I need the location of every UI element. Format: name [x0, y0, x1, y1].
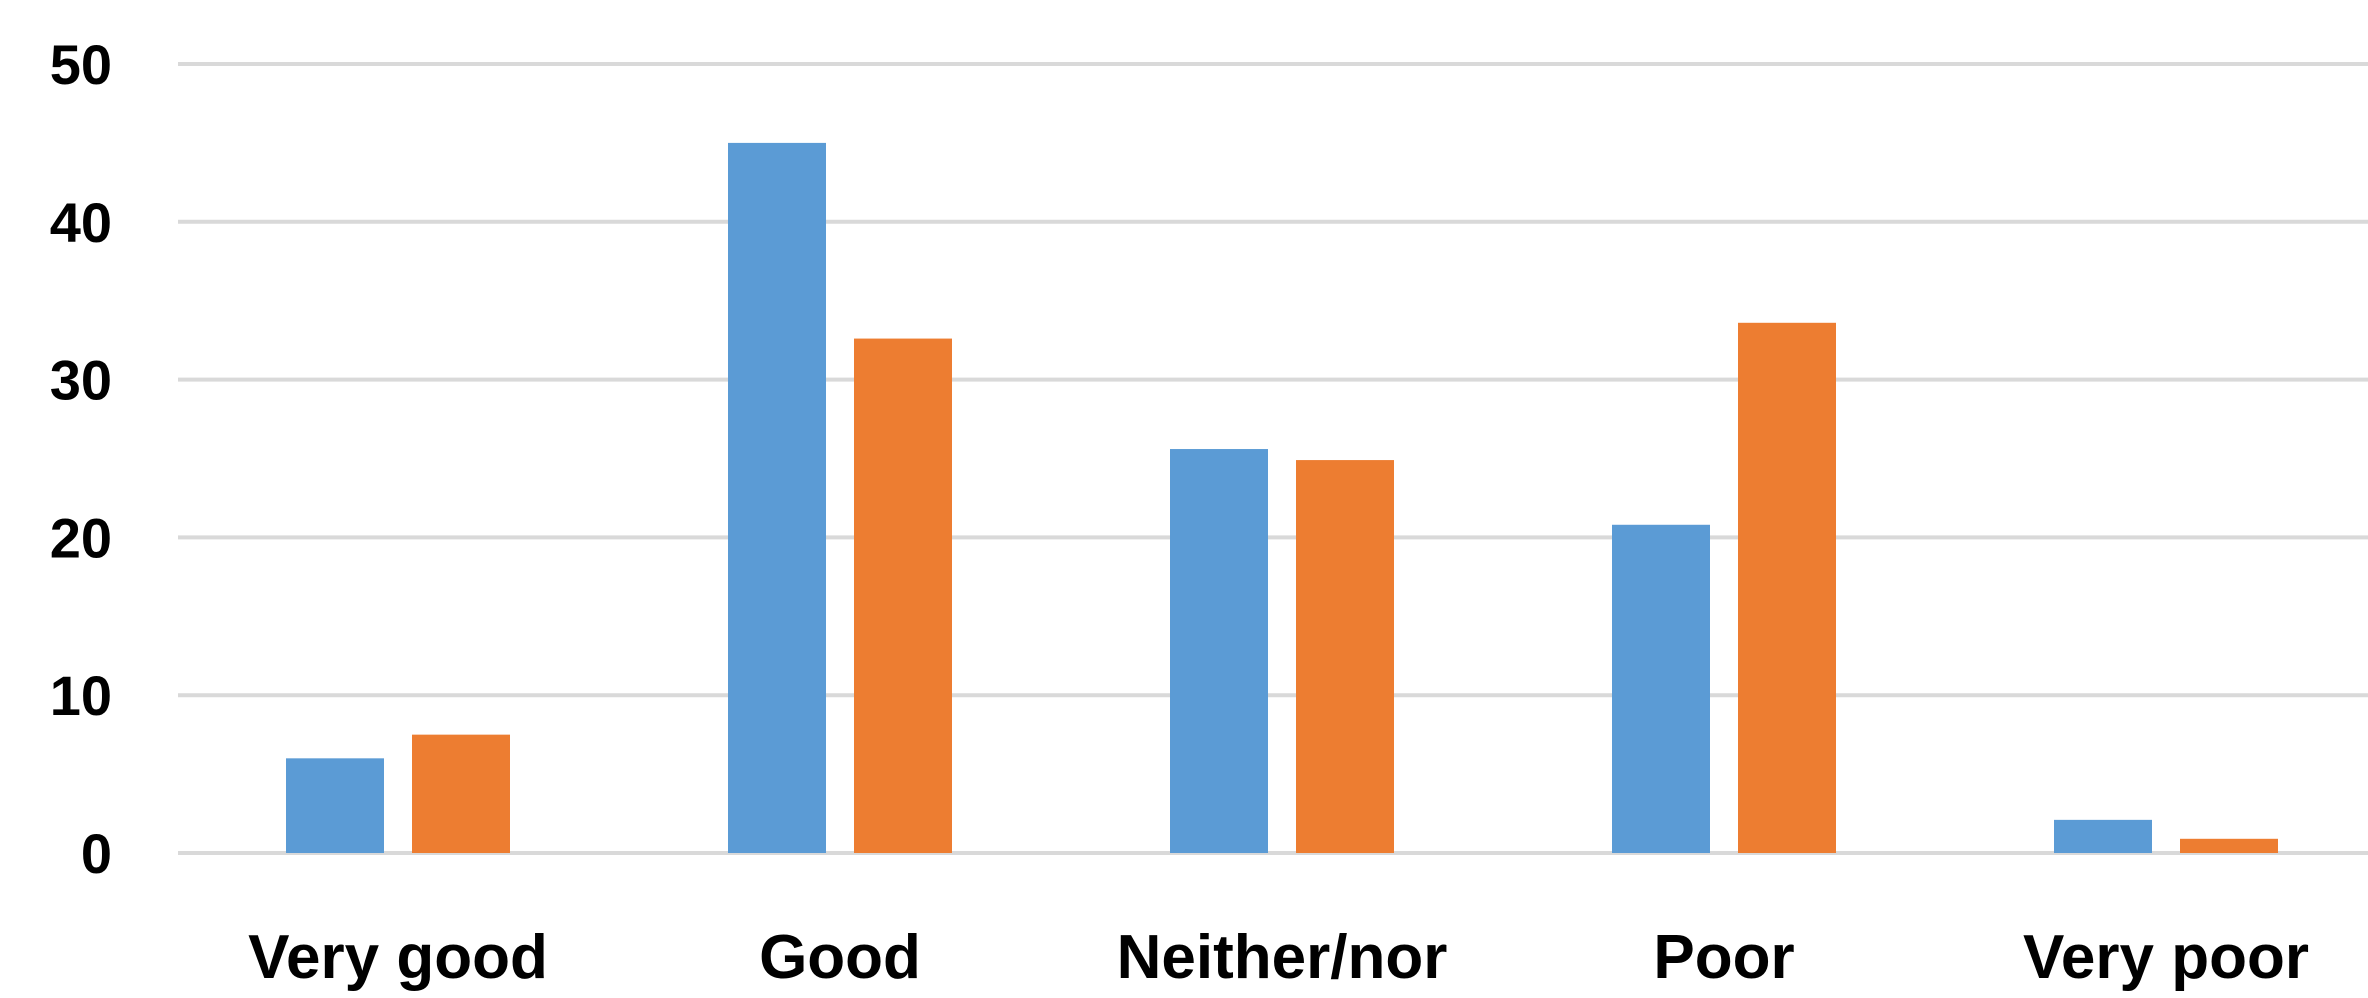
x-tick-label-neither-nor: Neither/nor — [1117, 923, 1448, 992]
bar-good-series-1 — [728, 142, 826, 853]
bar-very-poor-series-2 — [2180, 838, 2278, 853]
bar-very-poor-series-1 — [2054, 819, 2152, 853]
bar-neither-nor-series-1 — [1170, 449, 1268, 853]
bar-very-good-series-2 — [412, 734, 510, 853]
y-tick-label-50: 50 — [50, 33, 112, 96]
y-tick-label-0: 0 — [81, 822, 112, 885]
y-tick-label-40: 40 — [50, 191, 112, 254]
bar-very-good-series-1 — [286, 758, 384, 853]
y-tick-label-30: 30 — [50, 349, 112, 412]
x-tick-label-very-good: Very good — [248, 923, 548, 992]
bar-poor-series-2 — [1738, 322, 1836, 853]
x-tick-label-poor: Poor — [1653, 923, 1794, 992]
bar-poor-series-1 — [1612, 524, 1710, 853]
y-tick-label-20: 20 — [50, 506, 112, 569]
y-axis-tick-labels: 0 10 20 30 40 50 — [50, 33, 112, 885]
y-tick-label-10: 10 — [50, 664, 112, 727]
x-tick-label-very-poor: Very poor — [2023, 923, 2309, 992]
x-axis-tick-labels: Very good Good Neither/nor Poor Very poor — [248, 923, 2309, 992]
x-tick-label-good: Good — [759, 923, 921, 992]
bar-good-series-2 — [854, 338, 952, 853]
bars — [286, 142, 2278, 853]
gridlines — [178, 62, 2368, 855]
bar-neither-nor-series-2 — [1296, 460, 1394, 853]
